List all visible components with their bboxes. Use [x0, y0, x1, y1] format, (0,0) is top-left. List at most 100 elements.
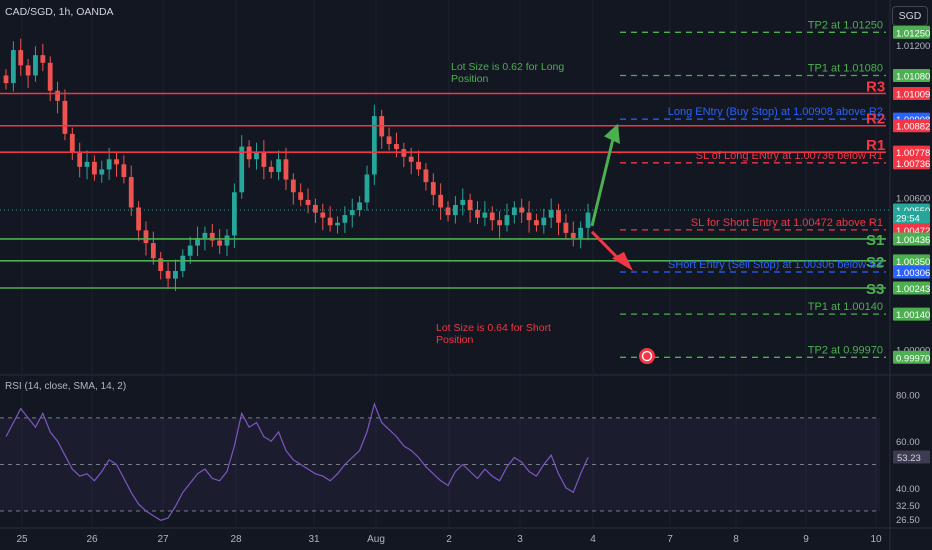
candle-body: [254, 151, 259, 160]
time-axis-label: 10: [870, 534, 882, 545]
price-badge-label: 29:54: [896, 213, 920, 224]
candle-body: [261, 151, 267, 167]
rsi-tick-label: 40.00: [896, 484, 920, 495]
price-badge-label: 1.00736: [896, 159, 930, 170]
price-badge: [893, 307, 930, 321]
candle-body: [394, 144, 399, 150]
event-marker-ring: [641, 350, 653, 362]
candle-body: [504, 215, 510, 226]
candle-body: [482, 212, 488, 218]
level-label-r3: R3: [866, 79, 885, 96]
candle-body: [173, 270, 178, 279]
candle-body: [357, 202, 363, 211]
price-badge: [893, 265, 930, 279]
price-badge: [893, 145, 930, 159]
candle-body: [158, 258, 164, 271]
rsi-value-badge: [893, 450, 930, 464]
level-label-r1: R1: [866, 137, 885, 154]
candle-body: [18, 50, 24, 66]
price-badge-label: 1.00350: [896, 257, 930, 268]
candle-body: [187, 245, 193, 256]
price-badge-label: 1.00243: [896, 284, 930, 295]
time-axis-label: 31: [308, 534, 320, 545]
time-axis-label: 7: [667, 534, 673, 545]
candle-body: [364, 174, 370, 203]
price-badge-label: 1.01009: [896, 90, 930, 101]
candle-body: [570, 232, 576, 238]
symbol-title: CAD/SGD, 1h, OANDA: [5, 6, 114, 18]
candle-body: [33, 55, 38, 76]
candle-body: [47, 62, 53, 91]
time-axis-label: 25: [16, 534, 28, 545]
price-badge-label: 1.00882: [896, 122, 930, 133]
price-badge-label: 1.00778: [896, 148, 930, 159]
long-arrow-shaft: [590, 138, 615, 227]
candle-body: [40, 55, 46, 63]
candle-body: [585, 212, 591, 228]
candle-body: [136, 207, 142, 231]
candle-body: [445, 207, 451, 216]
candle-body: [408, 156, 414, 162]
candle-body: [526, 212, 532, 221]
time-axis-label: 2: [446, 534, 452, 545]
price-badge: [893, 350, 930, 364]
price-badge-label: 1.01080: [896, 71, 930, 82]
rsi-tick-label: 26.50: [896, 515, 920, 526]
time-axis-label: 8: [733, 534, 739, 545]
event-marker-icon[interactable]: [639, 348, 655, 365]
candle-body: [548, 210, 554, 218]
candle-body: [114, 159, 119, 165]
candle-body: [563, 222, 569, 233]
candle-body: [438, 194, 444, 208]
candle-body: [460, 199, 466, 205]
price-badge-label: 1.01250: [896, 28, 930, 39]
candle-body: [423, 169, 429, 183]
price-badge: [893, 68, 930, 82]
price-badge: [893, 156, 930, 170]
time-axis-label: 27: [157, 534, 169, 545]
target-label: SL of Long ENtry at 1.00736 below R1: [696, 150, 883, 162]
price-badge-label: 1.01200: [896, 41, 930, 52]
price-badge: [893, 87, 930, 101]
candle-body: [25, 65, 31, 76]
candle-body: [239, 146, 245, 193]
currency-button[interactable]: SGD: [892, 6, 928, 26]
price-badge: [893, 254, 930, 268]
target-label: SHort Entry (Sell Stop) at 1.00306 below…: [668, 259, 883, 271]
candle-body: [106, 159, 112, 170]
rsi-value-label: 53.23: [897, 453, 921, 464]
candle-body: [320, 212, 326, 218]
time-axis-label: Aug: [367, 534, 385, 545]
candle-body: [342, 215, 348, 223]
level-label-s2: S2: [866, 254, 884, 271]
candle-body: [313, 204, 318, 213]
time-axis-label: 9: [803, 534, 809, 545]
candle-body: [143, 230, 149, 244]
level-label-s3: S3: [866, 281, 884, 298]
candle-body: [541, 217, 547, 226]
candle-body: [92, 161, 97, 175]
price-badge: [893, 119, 930, 133]
candle-body: [84, 161, 90, 167]
target-label: TP1 at 1.01080: [808, 62, 883, 74]
candle-body: [519, 207, 525, 213]
candle-body: [276, 159, 281, 172]
price-badge: [893, 232, 930, 246]
rsi-tick-label: 32.50: [896, 501, 920, 512]
time-axis-label: 3: [517, 534, 523, 545]
time-axis-label: 26: [86, 534, 98, 545]
price-badge: [893, 25, 930, 39]
price-badge-label: 1.00436: [896, 235, 930, 246]
rsi-title: RSI (14, close, SMA, 14, 2): [5, 381, 127, 392]
price-badge-label: 0.99970: [896, 353, 930, 364]
candle-body: [371, 116, 377, 175]
candle-body: [305, 199, 311, 205]
target-label: TP2 at 0.99970: [808, 344, 883, 356]
candle-body: [430, 182, 436, 195]
long-arrow-head: [604, 123, 620, 145]
price-badge: [893, 281, 930, 295]
candle-body: [511, 207, 517, 216]
candle-body: [150, 243, 156, 259]
